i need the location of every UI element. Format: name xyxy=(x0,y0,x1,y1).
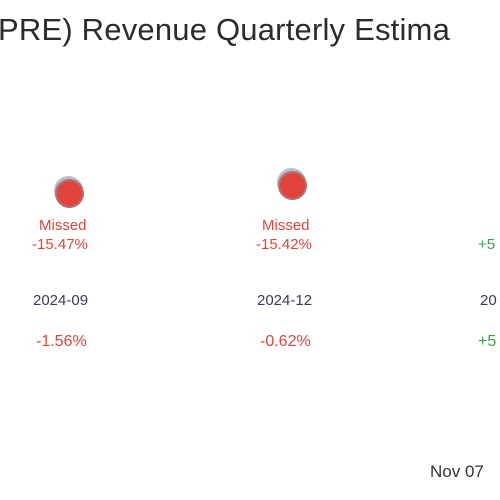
period-label: 2024-09 xyxy=(33,292,89,309)
status-label: Missed xyxy=(262,217,310,234)
period-label: 20 xyxy=(480,292,497,309)
surprise-percent: +5 xyxy=(478,236,496,253)
change-percent: -1.56% xyxy=(36,333,87,350)
chart-title: PRE) Revenue Quarterly Estima xyxy=(0,12,451,47)
status-label: Missed xyxy=(39,217,87,234)
surprise-percent: -15.47% xyxy=(32,236,88,253)
actual-marker xyxy=(278,171,307,200)
report-date: Nov 07 xyxy=(430,462,484,481)
period-label: 2024-12 xyxy=(257,292,313,309)
change-percent: -0.62% xyxy=(260,333,311,350)
change-percent: +5 xyxy=(478,333,497,350)
actual-marker xyxy=(55,179,84,208)
surprise-percent: -15.42% xyxy=(256,236,312,253)
